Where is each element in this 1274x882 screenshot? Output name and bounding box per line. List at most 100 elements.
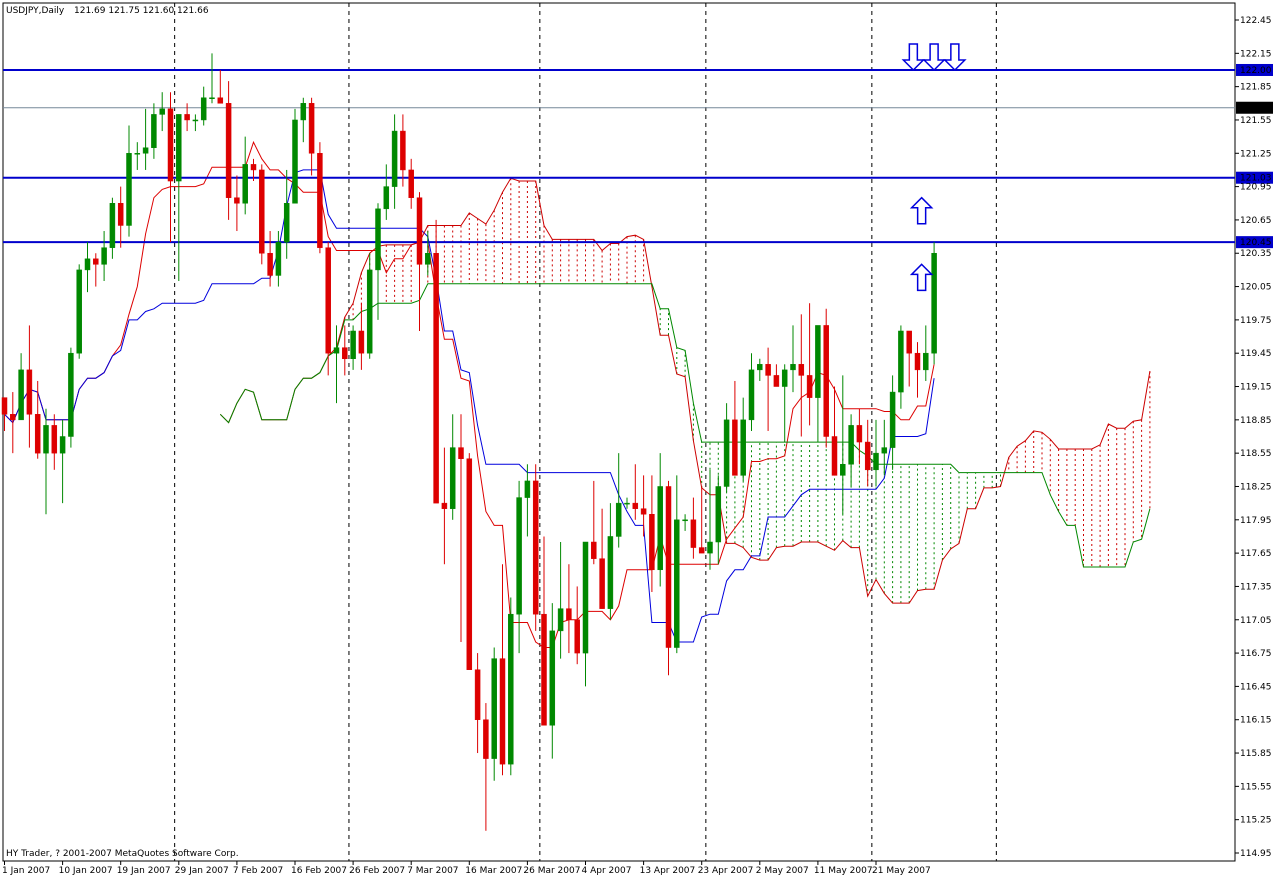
candle-body	[823, 325, 829, 437]
candle-body	[881, 447, 888, 454]
candle-body	[242, 164, 248, 204]
candle-body	[10, 414, 16, 421]
candle-body	[665, 486, 672, 648]
down-arrow-icon	[901, 43, 926, 72]
candle-body	[856, 425, 863, 443]
x-tick-label: 4 Apr 2007	[582, 866, 632, 876]
candle-body	[109, 203, 116, 248]
candle-body	[366, 269, 373, 354]
y-tick-label: 122.45	[1240, 16, 1272, 26]
y-tick-label: 115.85	[1240, 749, 1272, 759]
candle-body	[192, 119, 199, 122]
x-tick-label: 29 Jan 2007	[175, 866, 229, 876]
chart-header-ohlc: 121.69 121.75 121.60 121.66	[74, 6, 209, 16]
candle-body	[599, 558, 605, 609]
candle-body	[391, 130, 398, 187]
candle-body	[325, 247, 331, 354]
candle-body	[591, 541, 597, 559]
candle-body	[516, 497, 522, 615]
candle-body	[765, 364, 771, 376]
candle-body	[225, 103, 232, 198]
candle-body	[449, 447, 456, 509]
candle-body	[283, 203, 290, 243]
candle-body	[574, 619, 580, 654]
level-tag	[1236, 63, 1273, 76]
x-tick-label: 16 Mar 2007	[465, 866, 522, 876]
candle-body	[275, 241, 282, 276]
candle-body	[466, 458, 473, 670]
candle-body	[923, 352, 929, 371]
candle-body	[499, 658, 506, 765]
candle-body	[524, 480, 531, 498]
candle-body	[300, 103, 307, 121]
x-tick-label: 21 May 2007	[872, 866, 931, 876]
time-axis: 1 Jan 2007 10 Jan 2007 19 Jan 2007 29 Jan 2…	[2, 861, 931, 876]
candle-body	[707, 541, 713, 554]
up-arrow-icon	[909, 263, 934, 292]
candle-body	[200, 97, 207, 121]
y-tick-label: 117.05	[1240, 616, 1272, 626]
candle-body	[416, 197, 423, 265]
y-tick-label: 116.15	[1240, 716, 1272, 726]
candle-body	[698, 547, 705, 554]
x-tick-label: 7 Mar 2007	[407, 866, 458, 876]
x-tick-label: 13 Apr 2007	[640, 866, 696, 876]
signal-arrows	[901, 43, 967, 292]
candle-body	[732, 419, 738, 476]
candle-body	[773, 375, 780, 387]
down-arrow-icon	[943, 43, 967, 72]
candle-body	[267, 252, 273, 276]
candle-body	[142, 147, 149, 154]
candle-body	[383, 186, 390, 210]
candle-body	[26, 369, 33, 415]
candle-body	[151, 114, 157, 148]
candle-body	[873, 452, 879, 471]
candle-body	[134, 153, 141, 155]
candle-body	[433, 252, 439, 504]
y-tick-label: 117.65	[1240, 549, 1272, 559]
candle-body	[101, 247, 107, 265]
candle-body	[176, 114, 182, 182]
y-tick-label: 118.55	[1240, 449, 1272, 459]
candle-body	[748, 369, 755, 421]
y-tick-label: 119.15	[1240, 383, 1272, 393]
level-label: 121.03	[1240, 174, 1272, 184]
candle-body	[640, 508, 647, 515]
horizontal-levels[interactable]: 122.00 121.03 120.45 121.66	[3, 63, 1273, 249]
down-arrow-icon	[922, 43, 946, 72]
candle-body	[317, 153, 323, 248]
x-tick-label: 23 Apr 2007	[698, 866, 754, 876]
candle-body	[217, 97, 224, 104]
level-label: 120.45	[1240, 238, 1272, 248]
candle-body	[906, 330, 912, 354]
candle-body	[76, 269, 82, 354]
candle-body	[43, 425, 49, 454]
candle-body	[491, 658, 497, 759]
candle-body	[682, 519, 688, 522]
candle-body	[549, 630, 556, 726]
y-tick-label: 120.35	[1240, 249, 1272, 259]
tenkan-line	[4, 140, 935, 648]
candle-body	[781, 369, 788, 387]
x-tick-label: 16 Feb 2007	[291, 866, 347, 876]
y-tick-label: 120.95	[1240, 183, 1272, 193]
candle-body	[400, 130, 406, 171]
y-tick-label: 119.45	[1240, 349, 1272, 359]
current-price-label: 121.66	[1240, 104, 1272, 114]
level-tag	[1236, 171, 1273, 184]
level-label: 122.00	[1240, 66, 1272, 76]
candle-body	[914, 352, 921, 371]
x-tick-label: 11 May 2007	[814, 866, 873, 876]
x-tick-label: 2 May 2007	[756, 866, 809, 876]
y-tick-label: 121.85	[1240, 83, 1272, 93]
copyright-text: HY Trader, ? 2001-2007 MetaQuotes Softwa…	[6, 849, 239, 859]
price-axis: 122.45 122.15 121.85 121.55 121.25 120.95 120.…	[1235, 16, 1272, 859]
chart-header-symbol: USDJPY,Daily	[6, 6, 65, 16]
candle-body	[292, 119, 298, 204]
candle-body	[308, 103, 315, 154]
candle-body	[557, 608, 564, 632]
candle-body	[649, 513, 655, 571]
candle-body	[815, 325, 821, 398]
